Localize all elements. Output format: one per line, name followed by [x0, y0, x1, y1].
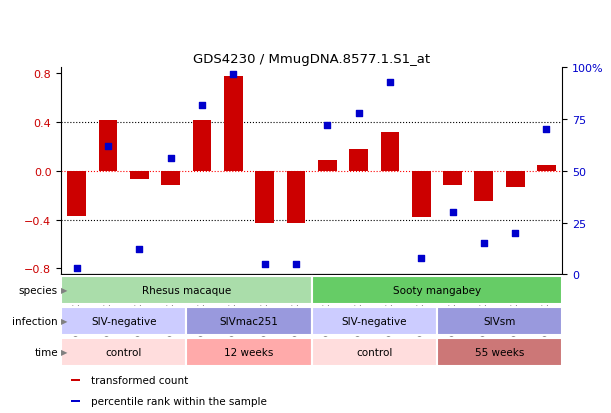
Bar — [437, 338, 562, 366]
Point — [448, 209, 458, 216]
Text: Rhesus macaque: Rhesus macaque — [142, 285, 231, 295]
Bar — [318, 161, 337, 171]
Bar — [186, 338, 312, 366]
Text: transformed count: transformed count — [91, 375, 188, 385]
Text: ▶: ▶ — [60, 348, 67, 356]
Bar — [255, 171, 274, 223]
Bar — [99, 120, 117, 171]
Bar — [381, 133, 400, 171]
Text: SIVsm: SIVsm — [483, 316, 516, 326]
Bar — [130, 171, 149, 180]
Bar — [312, 307, 437, 335]
Point — [134, 247, 144, 253]
Bar — [71, 400, 80, 402]
Text: SIV-negative: SIV-negative — [342, 316, 407, 326]
Point — [354, 110, 364, 117]
Bar — [192, 120, 211, 171]
Point — [166, 156, 175, 162]
Bar — [224, 77, 243, 171]
Bar — [67, 171, 86, 216]
Bar — [437, 307, 562, 335]
Text: Sooty mangabey: Sooty mangabey — [393, 285, 481, 295]
Bar — [312, 276, 562, 304]
Bar — [312, 338, 437, 366]
Point — [510, 230, 520, 237]
Text: SIVmac251: SIVmac251 — [219, 316, 279, 326]
Point — [541, 127, 551, 133]
Text: time: time — [34, 347, 58, 357]
Bar — [475, 171, 493, 202]
Bar — [349, 150, 368, 171]
Point — [416, 255, 426, 261]
Bar — [61, 276, 312, 304]
Title: GDS4230 / MmugDNA.8577.1.S1_at: GDS4230 / MmugDNA.8577.1.S1_at — [193, 52, 430, 66]
Bar — [412, 171, 431, 218]
Point — [291, 261, 301, 268]
Text: ▶: ▶ — [60, 286, 67, 294]
Text: SIV-negative: SIV-negative — [91, 316, 156, 326]
Point — [260, 261, 269, 268]
Text: species: species — [19, 285, 58, 295]
Text: percentile rank within the sample: percentile rank within the sample — [91, 396, 267, 406]
Bar — [186, 307, 312, 335]
Text: 55 weeks: 55 weeks — [475, 347, 524, 357]
Bar — [506, 171, 524, 187]
Point — [323, 123, 332, 129]
Point — [72, 265, 82, 272]
Text: 12 weeks: 12 weeks — [224, 347, 274, 357]
Point — [197, 102, 207, 109]
Point — [479, 240, 489, 247]
Text: control: control — [356, 347, 392, 357]
Text: ▶: ▶ — [60, 317, 67, 325]
Bar — [443, 171, 462, 186]
Text: control: control — [106, 347, 142, 357]
Bar — [537, 165, 556, 171]
Bar — [61, 338, 186, 366]
Bar — [287, 171, 306, 223]
Bar — [161, 171, 180, 186]
Point — [229, 71, 238, 78]
Bar — [61, 307, 186, 335]
Text: infection: infection — [12, 316, 58, 326]
Point — [385, 79, 395, 86]
Bar — [71, 379, 80, 382]
Point — [103, 143, 113, 150]
